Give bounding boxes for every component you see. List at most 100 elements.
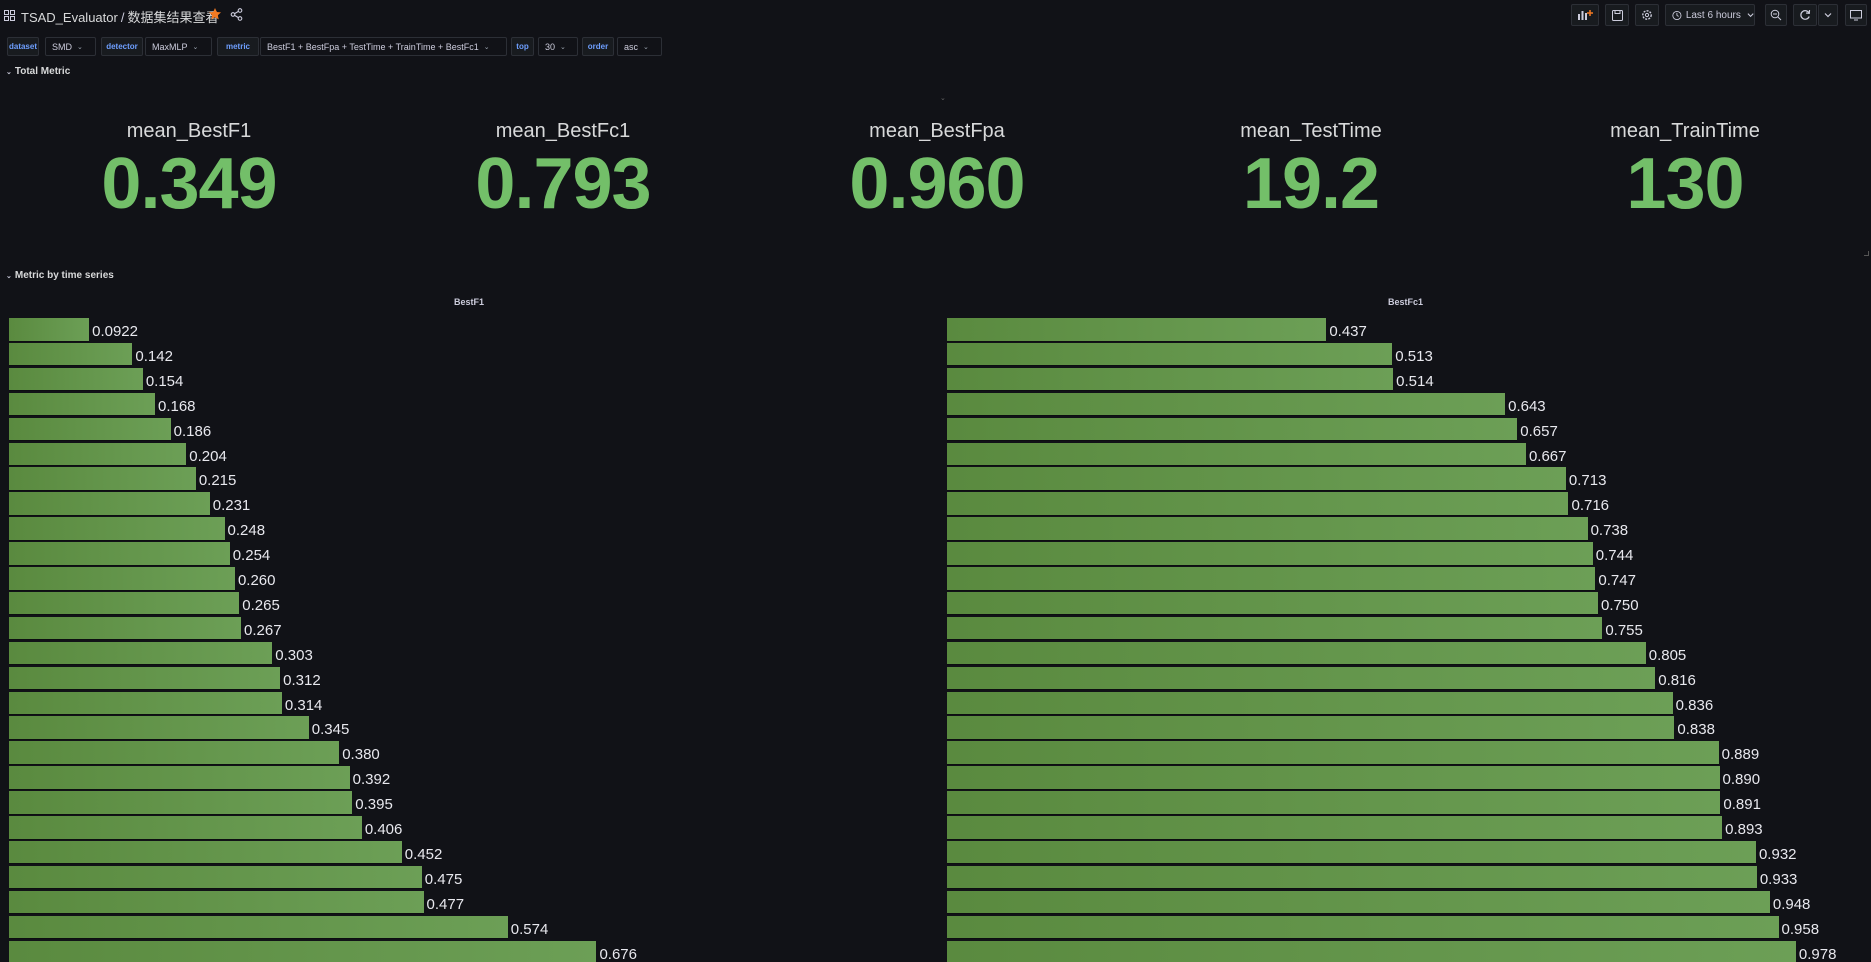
bar[interactable]	[9, 517, 225, 541]
stat-value: 19.2	[1242, 144, 1380, 224]
bar[interactable]	[947, 915, 1779, 940]
zoom-out-button[interactable]	[1765, 4, 1787, 26]
share-icon[interactable]	[230, 8, 243, 21]
bar[interactable]	[947, 467, 1566, 491]
bar-value-label: 0.816	[1658, 671, 1696, 689]
bar[interactable]	[947, 890, 1770, 915]
bar-value-label: 0.392	[352, 771, 391, 789]
bar[interactable]	[947, 865, 1757, 890]
zoom-out-icon	[1770, 9, 1782, 21]
variable-select-dataset[interactable]: SMD ⌄	[45, 37, 96, 56]
bar[interactable]	[947, 940, 1796, 962]
refresh-button[interactable]	[1793, 4, 1817, 26]
bar[interactable]	[947, 542, 1593, 566]
bar[interactable]	[9, 542, 230, 566]
bar[interactable]	[947, 840, 1756, 865]
bar[interactable]	[947, 766, 1720, 790]
bar[interactable]	[9, 691, 282, 716]
bar-value-label: 0.750	[1601, 596, 1639, 614]
bar-value-label: 0.958	[1781, 920, 1820, 938]
stat-title: mean_BestFc1	[495, 120, 631, 142]
bar[interactable]	[9, 442, 187, 467]
bar[interactable]	[947, 318, 1327, 342]
gear-icon	[1642, 10, 1652, 20]
bar[interactable]	[947, 392, 1506, 417]
bar-value-label: 0.755	[1605, 621, 1643, 639]
bar[interactable]	[947, 816, 1723, 840]
star-icon[interactable]	[208, 7, 222, 21]
bar[interactable]	[947, 517, 1588, 541]
time-range-picker[interactable]: Last 6 hours	[1665, 4, 1755, 26]
bar[interactable]	[947, 591, 1598, 616]
breadcrumb-separator: /	[120, 10, 125, 25]
time-range-label: Last 6 hours	[1685, 9, 1741, 21]
bar-value-label: 0.890	[1722, 771, 1761, 789]
bar-value-label: 0.713	[1568, 472, 1607, 490]
bar[interactable]	[9, 492, 210, 516]
chevron-down-icon: ⌄	[192, 43, 199, 51]
bar[interactable]	[947, 691, 1673, 716]
variable-select-order[interactable]: asc ⌄	[617, 37, 662, 56]
bar[interactable]	[9, 467, 196, 491]
bar[interactable]	[9, 791, 353, 815]
bar[interactable]	[947, 442, 1526, 467]
bar[interactable]	[9, 342, 133, 367]
bar[interactable]	[9, 417, 171, 442]
variable-select-detector[interactable]: MaxMLP ⌄	[145, 37, 212, 56]
bar[interactable]	[9, 940, 597, 962]
row-header-total-metric[interactable]: ⌄ Total Metric	[6, 66, 70, 77]
bar-value-label: 0.215	[198, 472, 237, 490]
chevron-down-icon	[1824, 13, 1832, 18]
bar[interactable]	[947, 716, 1675, 740]
chevron-down-icon: ⌄	[560, 43, 566, 51]
chevron-down-icon: ⌄	[6, 69, 12, 76]
bar[interactable]	[9, 641, 273, 666]
refresh-interval-dropdown[interactable]	[1818, 4, 1838, 26]
variable-value-top: 30	[545, 41, 556, 52]
dashboard-settings-button[interactable]	[1635, 4, 1659, 26]
row-header-metric-by-time-series[interactable]: ⌄ Metric by time series	[6, 270, 114, 281]
variable-select-metric[interactable]: BestF1 + BestFpa + TestTime + TrainTime …	[260, 37, 507, 56]
bar[interactable]	[947, 791, 1721, 815]
bar[interactable]	[947, 666, 1656, 691]
add-panel-button[interactable]	[1571, 4, 1599, 26]
bar-value-label: 0.395	[355, 796, 393, 814]
chevron-down-icon: ⌄	[77, 43, 83, 51]
bar[interactable]	[9, 367, 143, 392]
bar[interactable]	[9, 392, 155, 417]
bar[interactable]	[9, 591, 240, 616]
bar[interactable]	[947, 342, 1393, 367]
bar[interactable]	[9, 318, 90, 342]
bar-value-label: 0.716	[1571, 497, 1610, 515]
variable-label-top: top	[511, 37, 534, 56]
bar[interactable]	[9, 865, 422, 890]
stat-title: mean_BestF1	[126, 120, 252, 142]
bar[interactable]	[9, 890, 424, 915]
bar-value-label: 0.838	[1677, 721, 1715, 739]
bar[interactable]	[947, 492, 1569, 516]
bar[interactable]	[9, 741, 340, 765]
dashboard-title[interactable]: 数据集结果查看	[127, 10, 219, 25]
bar[interactable]	[947, 741, 1719, 765]
variable-select-top[interactable]: 30 ⌄	[538, 37, 578, 56]
save-dashboard-button[interactable]	[1605, 4, 1629, 26]
bar[interactable]	[947, 616, 1603, 641]
bar[interactable]	[947, 641, 1646, 666]
bar[interactable]	[9, 616, 242, 641]
bar[interactable]	[947, 567, 1596, 591]
bar[interactable]	[9, 567, 235, 591]
breadcrumb-folder[interactable]: TSAD_Evaluator	[21, 10, 118, 25]
bar[interactable]	[9, 666, 281, 691]
bar[interactable]	[9, 766, 350, 790]
bar-chart-bestfc1: 0.437 0.513 0.514 0.643 0.657 0.667 0.713 0.716…	[947, 318, 1864, 962]
variable-value-dataset: SMD	[52, 41, 72, 52]
panel-resize-handle[interactable]	[1864, 251, 1869, 256]
bar[interactable]	[9, 840, 402, 865]
bar[interactable]	[9, 816, 362, 840]
bar[interactable]	[9, 716, 309, 740]
bar[interactable]	[947, 367, 1394, 392]
bar[interactable]	[947, 417, 1518, 442]
tv-mode-button[interactable]	[1845, 4, 1867, 26]
refresh-icon	[1800, 9, 1811, 20]
bar[interactable]	[9, 915, 508, 940]
